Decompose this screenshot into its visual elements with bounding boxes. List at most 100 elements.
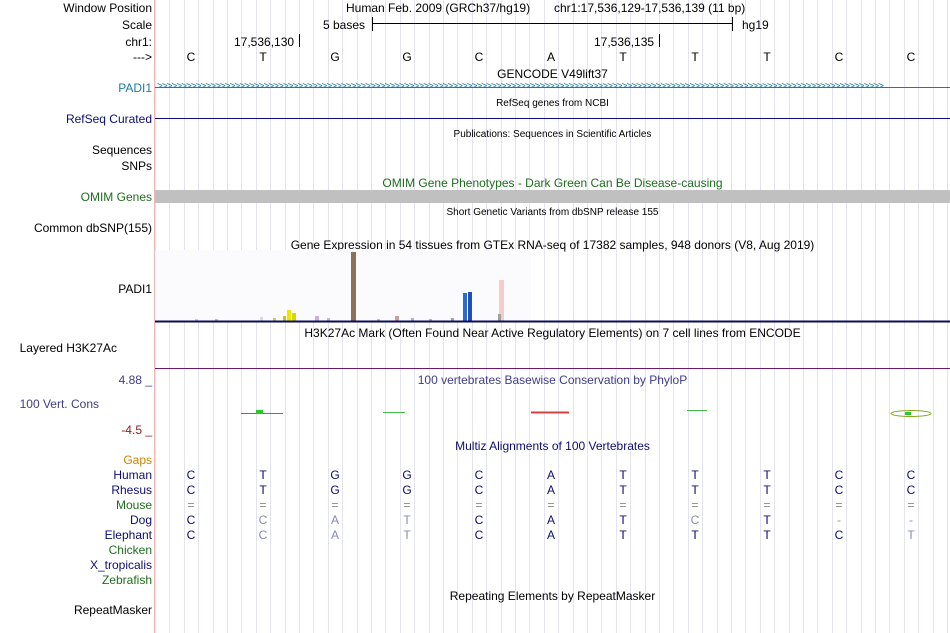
grid-line bbox=[616, 0, 617, 633]
multiz-track-title: Multiz Alignments of 100 Vertebrates bbox=[455, 439, 650, 453]
gtex-bar bbox=[327, 318, 330, 321]
species-label-mouse: Mouse bbox=[115, 498, 152, 512]
grid-line bbox=[889, 0, 890, 633]
alignment-base: A bbox=[546, 528, 555, 542]
reference-base: A bbox=[546, 50, 555, 64]
gtex-bar bbox=[451, 318, 454, 321]
gtex-gene-label[interactable]: PADI1 bbox=[118, 282, 152, 296]
refseq-track-label[interactable]: RefSeq Curated bbox=[65, 112, 152, 126]
conservation-track-label[interactable]: 100 Vert. Cons bbox=[19, 397, 99, 411]
refseq-gene-line[interactable] bbox=[155, 118, 950, 119]
gtex-bar bbox=[287, 310, 291, 321]
species-label-elephant: Elephant bbox=[104, 528, 152, 542]
alignment-base: T bbox=[259, 468, 267, 482]
reference-base: T bbox=[763, 50, 771, 64]
scale-label: Scale bbox=[121, 18, 152, 32]
alignment-base: T bbox=[907, 528, 915, 542]
alignment-base: T bbox=[691, 468, 699, 482]
publications-track-title: Publications: Sequences in Scientific Ar… bbox=[453, 129, 652, 140]
alignment-base: C bbox=[258, 513, 268, 527]
alignment-base: T bbox=[691, 483, 699, 497]
omim-track-title: OMIM Gene Phenotypes - Dark Green Can Be… bbox=[382, 176, 723, 190]
alignment-base: T bbox=[691, 528, 699, 542]
alignment-base: - bbox=[909, 513, 913, 527]
alignment-base: A bbox=[330, 528, 339, 542]
alignment-base: A bbox=[546, 513, 555, 527]
alignment-base: C bbox=[186, 468, 196, 482]
gtex-expression-chart[interactable] bbox=[155, 250, 950, 324]
grid-line bbox=[544, 0, 545, 633]
gencode-track-title: GENCODE V49lift37 bbox=[497, 67, 608, 81]
conservation-min-label: -4.5 _ bbox=[121, 423, 152, 437]
reference-base: C bbox=[186, 50, 196, 64]
conservation-max-label: 4.88 _ bbox=[118, 373, 152, 387]
grid-line bbox=[558, 0, 559, 633]
assembly-db: hg19 bbox=[742, 18, 769, 32]
alignment-base: A bbox=[546, 468, 555, 482]
alignment-base: C bbox=[474, 513, 484, 527]
conservation-plot[interactable] bbox=[155, 400, 950, 430]
reference-base: G bbox=[330, 50, 340, 64]
alignment-base: T bbox=[403, 513, 411, 527]
gencode-padi1-gene-feature[interactable]: >>>>>>>>>>>>>>>>>>>>>>>>>>>>>>>>>>>>>>>>… bbox=[155, 80, 950, 94]
alignment-base: C bbox=[474, 528, 484, 542]
window-position-value: chr1:17,536,129-17,536,139 (11 bp) bbox=[554, 1, 746, 15]
grid-line bbox=[933, 0, 934, 633]
gtex-bar bbox=[315, 316, 319, 321]
conservation-peak bbox=[905, 412, 911, 415]
grid-line bbox=[774, 0, 775, 633]
grid-line bbox=[760, 0, 761, 633]
conservation-peak bbox=[256, 410, 263, 414]
alignment-base: C bbox=[186, 528, 196, 542]
grid-line bbox=[904, 0, 905, 633]
gtex-bar bbox=[215, 319, 218, 321]
conservation-mark bbox=[890, 410, 932, 417]
alignment-base: T bbox=[619, 483, 627, 497]
grid-line bbox=[673, 0, 674, 633]
window-position-label: Window Position bbox=[63, 1, 152, 15]
alignment-base: C bbox=[906, 468, 916, 482]
grid-line bbox=[875, 0, 876, 633]
gtex-bar bbox=[292, 313, 296, 321]
omim-track-label[interactable]: OMIM Genes bbox=[80, 190, 152, 204]
species-label-dog: Dog bbox=[129, 513, 152, 527]
alignment-base: C bbox=[834, 468, 844, 482]
alignment-row-mouse: = = = = = = = = = = = bbox=[155, 498, 950, 512]
grid-line bbox=[702, 0, 703, 633]
dbsnp-track-label[interactable]: Common dbSNP(155) bbox=[33, 221, 152, 235]
reference-base: T bbox=[691, 50, 699, 64]
alignment-base: C bbox=[474, 483, 484, 497]
species-label-rhesus: Rhesus bbox=[111, 483, 152, 497]
alignment-base: - bbox=[837, 513, 841, 527]
h3k27ac-signal-line bbox=[155, 368, 950, 369]
gtex-bar bbox=[411, 318, 414, 321]
gtex-bar bbox=[377, 319, 380, 321]
snps-track-label[interactable]: SNPs bbox=[121, 159, 152, 173]
phylop-track-title: 100 vertebrates Basewise Conservation by… bbox=[417, 373, 688, 387]
grid-line bbox=[846, 0, 847, 633]
repeatmasker-track-label[interactable]: RepeatMasker bbox=[73, 603, 152, 617]
gtex-bar bbox=[273, 318, 276, 321]
gtex-bar bbox=[499, 280, 504, 321]
scale-bases-text: 5 bases bbox=[323, 18, 366, 32]
alignment-base: C bbox=[186, 513, 196, 527]
gtex-bar bbox=[498, 314, 501, 321]
gtex-bar bbox=[195, 319, 198, 321]
h3k27ac-track-label[interactable]: Layered H3K27Ac bbox=[19, 341, 117, 355]
species-label-chicken: Chicken bbox=[108, 543, 152, 557]
reference-base: C bbox=[474, 50, 484, 64]
alignment-base: G bbox=[402, 468, 412, 482]
grid-line bbox=[587, 0, 588, 633]
species-label-human: Human bbox=[113, 468, 152, 482]
scale-bar-right-tick bbox=[732, 17, 733, 31]
gtex-bar bbox=[351, 252, 356, 321]
sequences-track-label[interactable]: Sequences bbox=[91, 143, 152, 157]
gene-strand-chevrons: >>>>>>>>>>>>>>>>>>>>>>>>>>>>>>>>>>>>>>>>… bbox=[157, 81, 884, 92]
coordinate-tick-1 bbox=[299, 34, 300, 47]
alignment-base: G bbox=[402, 483, 412, 497]
omim-gene-bar[interactable] bbox=[155, 190, 950, 203]
gencode-gene-label[interactable]: PADI1 bbox=[118, 81, 152, 95]
